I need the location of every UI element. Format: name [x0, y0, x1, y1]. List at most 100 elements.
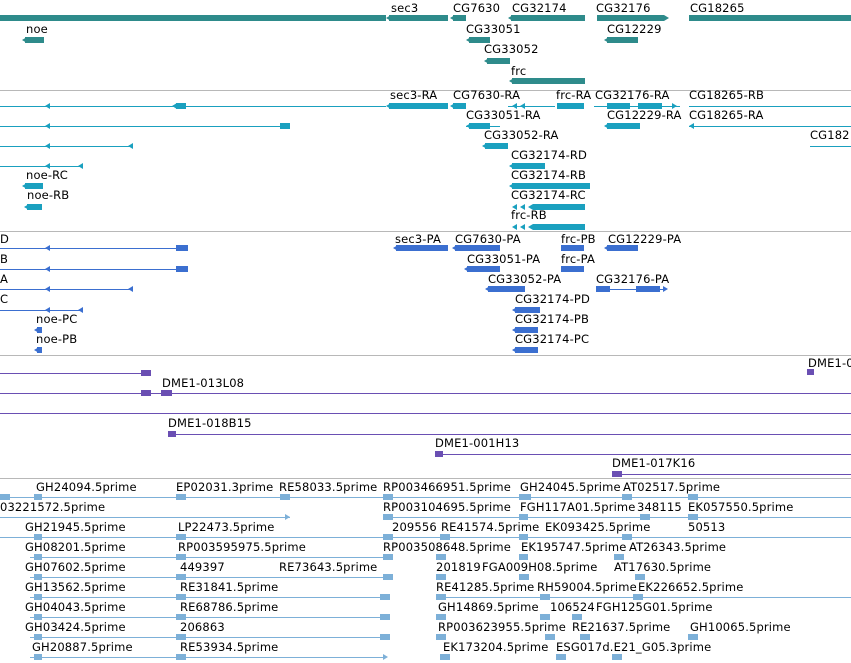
- feature-block[interactable]: [34, 574, 42, 580]
- feature-block[interactable]: [380, 594, 390, 600]
- feature-label[interactable]: RP003595975.5prime: [178, 540, 306, 554]
- feature-block[interactable]: [469, 123, 490, 129]
- feature-label[interactable]: CG33051-RA: [466, 108, 541, 122]
- feature-label[interactable]: frc-RA: [556, 90, 592, 102]
- feature-label[interactable]: 50513: [688, 520, 726, 534]
- feature-label[interactable]: sec3-PA: [395, 232, 441, 246]
- feature-block[interactable]: [436, 614, 446, 620]
- feature-label[interactable]: CG32174-RD: [511, 148, 588, 162]
- feature-block[interactable]: [436, 554, 446, 560]
- feature-label[interactable]: CG12229-RA: [607, 108, 682, 122]
- feature-label[interactable]: GH14869.5prime: [438, 600, 539, 614]
- gene-block[interactable]: [607, 37, 638, 43]
- feature-block[interactable]: [512, 163, 545, 169]
- feature-label[interactable]: B: [0, 252, 9, 266]
- feature-label[interactable]: CG32174: [512, 1, 567, 15]
- feature-block[interactable]: [176, 634, 186, 640]
- feature-block[interactable]: [488, 286, 525, 292]
- feature-block[interactable]: [176, 494, 186, 500]
- feature-block[interactable]: [34, 554, 42, 560]
- feature-block[interactable]: [176, 103, 186, 109]
- feature-label[interactable]: GH24045.5prime: [520, 480, 621, 494]
- feature-block[interactable]: [389, 103, 448, 109]
- feature-label[interactable]: noe-RB: [27, 188, 70, 202]
- feature-label[interactable]: RE73643.5prime: [279, 560, 378, 574]
- feature-label[interactable]: 106524: [550, 600, 595, 614]
- feature-block[interactable]: [533, 204, 585, 210]
- feature-block[interactable]: [545, 634, 555, 640]
- feature-label[interactable]: FGH117A01.5prime: [520, 500, 636, 514]
- feature-block[interactable]: [0, 494, 10, 500]
- feature-label[interactable]: GH24094.5prime: [36, 480, 137, 494]
- feature-label[interactable]: DME1-0: [808, 356, 851, 370]
- feature-block[interactable]: [34, 534, 42, 540]
- feature-label[interactable]: AT17630.5prime: [614, 560, 712, 574]
- gene-block[interactable]: [512, 78, 585, 84]
- gene-block[interactable]: [389, 15, 448, 21]
- feature-label[interactable]: 206863: [180, 620, 225, 634]
- feature-block[interactable]: [515, 347, 538, 353]
- feature-block[interactable]: [515, 307, 540, 313]
- feature-block[interactable]: [556, 654, 566, 660]
- feature-label[interactable]: CG32176-PA: [596, 272, 670, 286]
- feature-block[interactable]: [34, 654, 42, 660]
- gene-block[interactable]: [487, 58, 510, 64]
- feature-block[interactable]: [176, 614, 186, 620]
- feature-label[interactable]: EK173204.5prime: [443, 640, 549, 654]
- feature-label[interactable]: RP003466951.5prime: [383, 480, 511, 494]
- feature-block[interactable]: [519, 534, 528, 540]
- feature-label[interactable]: GH07602.5prime: [25, 560, 126, 574]
- clones-track[interactable]: DME1-0 DME1-013L08 DME1-018B15 DME1-001H13 D…: [0, 355, 851, 478]
- ests-track[interactable]: GH24094.5prime EP02031.3prime RE58033.5pri…: [0, 478, 851, 663]
- feature-block[interactable]: [176, 574, 186, 580]
- feature-label[interactable]: frc-PA: [561, 252, 595, 266]
- feature-label[interactable]: RP003508648.5prime: [383, 540, 511, 554]
- feature-label[interactable]: CG32176-RA: [595, 90, 670, 102]
- feature-block[interactable]: [467, 266, 500, 272]
- feature-block[interactable]: [383, 574, 393, 580]
- feature-label[interactable]: CG7630-PA: [455, 232, 521, 246]
- feature-block[interactable]: [515, 327, 538, 333]
- feature-block[interactable]: [622, 494, 632, 500]
- feature-block[interactable]: [540, 614, 550, 620]
- feature-block[interactable]: [440, 534, 450, 540]
- gene-block[interactable]: [453, 15, 466, 21]
- feature-label[interactable]: 209556: [392, 520, 437, 534]
- feature-label[interactable]: RP003623955.5prime: [438, 620, 566, 634]
- feature-label[interactable]: EK057550.5prime: [688, 500, 794, 514]
- feature-label[interactable]: noe-RC: [26, 168, 68, 182]
- feature-label[interactable]: 348115: [637, 500, 682, 514]
- feature-block[interactable]: [519, 494, 531, 500]
- feature-block[interactable]: [512, 183, 590, 189]
- feature-block[interactable]: [435, 451, 443, 457]
- feature-block[interactable]: [557, 103, 584, 109]
- feature-label[interactable]: EK195747.5prime: [521, 540, 627, 554]
- feature-label[interactable]: frc-PB: [561, 232, 596, 246]
- feature-label[interactable]: frc-RB: [511, 208, 547, 222]
- feature-label[interactable]: RE41574.5prime: [441, 520, 540, 534]
- feature-block[interactable]: [607, 245, 638, 251]
- feature-label[interactable]: DME1-013L08: [162, 376, 245, 390]
- feature-label[interactable]: RE53934.5prime: [180, 640, 279, 654]
- feature-label[interactable]: RH59004.5prime: [537, 580, 637, 594]
- feature-label[interactable]: CG33051: [466, 22, 521, 36]
- feature-block[interactable]: [561, 245, 584, 251]
- feature-label[interactable]: C: [0, 292, 9, 306]
- feature-label[interactable]: ESG017d.E21_G05.3prime: [556, 640, 712, 654]
- feature-block[interactable]: [440, 654, 450, 660]
- feature-label[interactable]: 03221572.5prime: [0, 500, 106, 514]
- feature-label[interactable]: CG33052-RA: [484, 128, 559, 142]
- feature-block[interactable]: [436, 594, 446, 600]
- feature-label[interactable]: RP003104695.5prime: [383, 500, 511, 514]
- feature-label[interactable]: DME1-018B15: [168, 416, 252, 430]
- feature-label[interactable]: CG12229: [607, 22, 662, 36]
- feature-block[interactable]: [383, 514, 393, 520]
- feature-block[interactable]: [383, 554, 393, 560]
- feature-label[interactable]: RE58033.5prime: [279, 480, 378, 494]
- feature-label[interactable]: CG32174-PD: [515, 292, 590, 306]
- feature-block[interactable]: [380, 634, 390, 640]
- gene-block[interactable]: [511, 15, 585, 21]
- feature-block[interactable]: [607, 103, 630, 109]
- feature-block[interactable]: [485, 143, 508, 149]
- feature-block[interactable]: [280, 494, 290, 500]
